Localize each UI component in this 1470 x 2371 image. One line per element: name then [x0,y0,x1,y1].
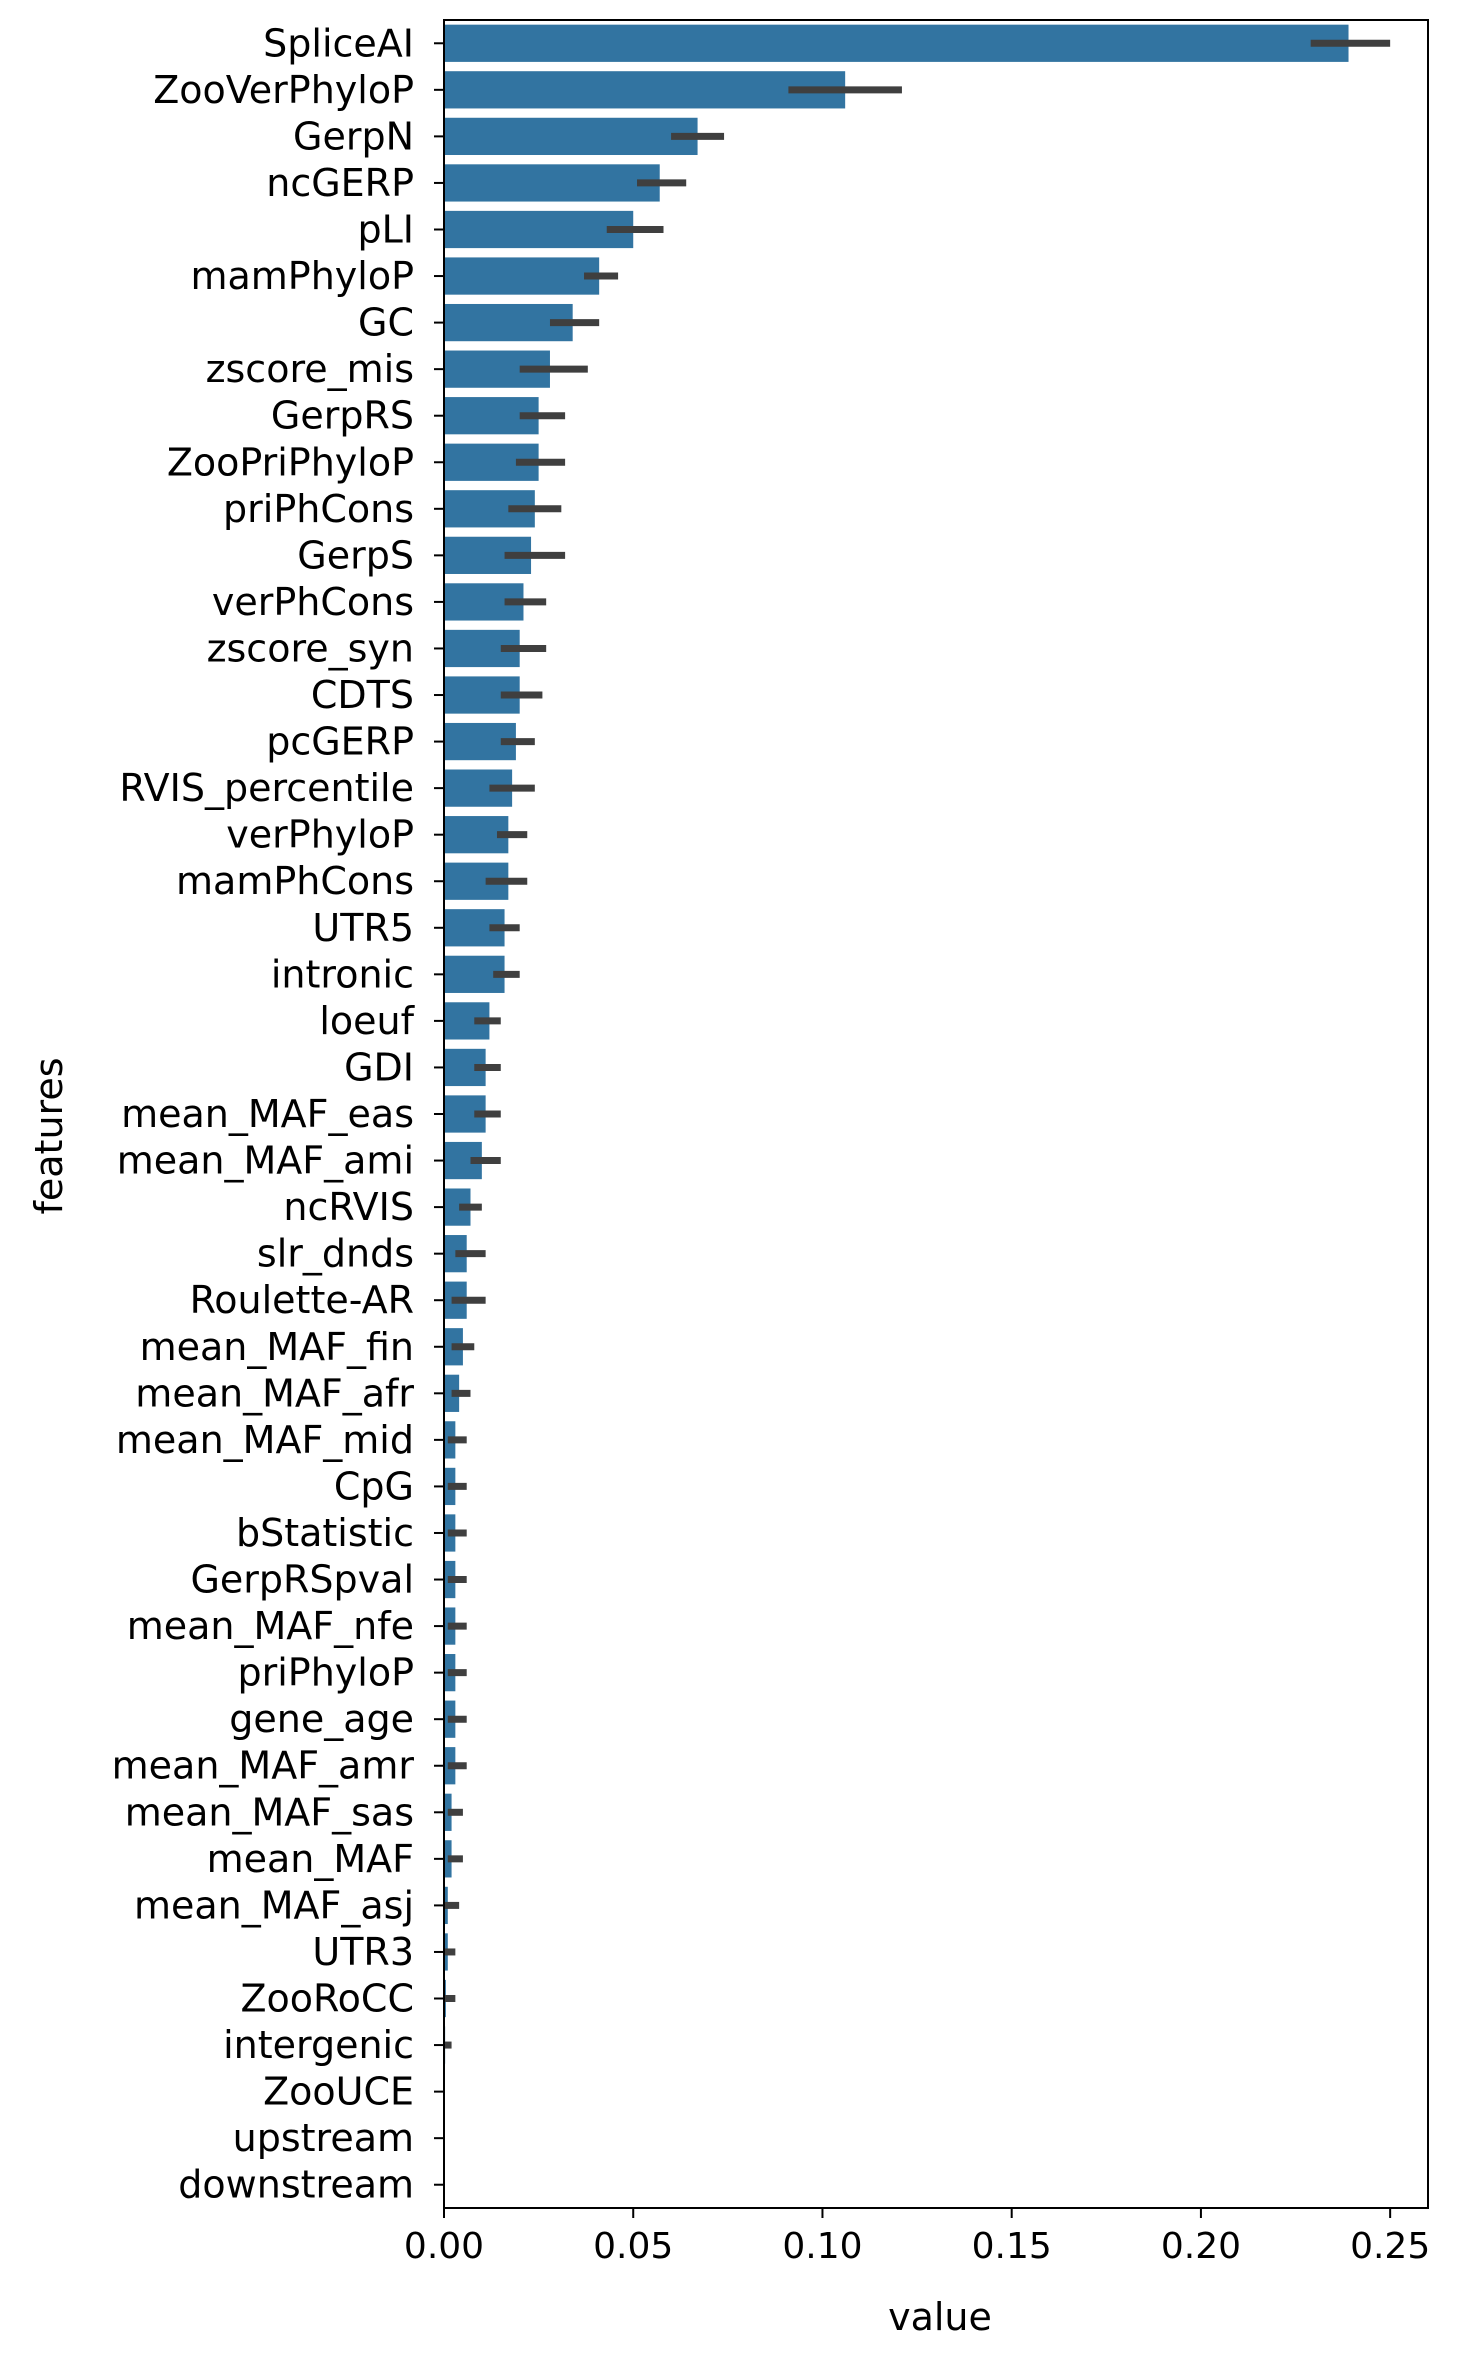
y-tick-label-mamPhyloP: mamPhyloP [190,254,414,298]
y-tick-label-GDI: GDI [344,1045,414,1089]
y-tick-label-GerpS: GerpS [297,533,414,577]
bar-ZooVerPhyloP [444,71,846,109]
y-tick-label-ZooUCE: ZooUCE [263,2070,414,2114]
y-tick-label-mean_MAF_nfe: mean_MAF_nfe [127,1604,414,1648]
y-tick-label-gene_age: gene_age [229,1697,414,1741]
y-tick-label-downstream: downstream [178,2163,414,2207]
bar-mean_MAF_afr [444,1374,460,1412]
y-tick-label-GerpRSpval: GerpRSpval [190,1558,414,1602]
y-tick-label-mean_MAF_sas: mean_MAF_sas [125,1790,414,1834]
y-tick-label-verPhCons: verPhCons [212,580,414,624]
x-tick-label-4: 0.20 [1161,2226,1241,2267]
y-tick-label-mean_MAF_fin: mean_MAF_fin [140,1325,414,1369]
bar-pLI [444,210,634,249]
y-tick-label-GerpN: GerpN [293,114,414,158]
y-tick-label-mamPhCons: mamPhCons [176,859,414,903]
y-tick-label-ncRVIS: ncRVIS [283,1185,414,1229]
y-tick-label-bStatistic: bStatistic [236,1511,414,1555]
y-tick-label-pLI: pLI [358,207,415,251]
y-tick-label-RVIS_percentile: RVIS_percentile [119,766,414,810]
y-tick-label-verPhyloP: verPhyloP [226,813,414,857]
axes-layer [434,19,1429,2218]
y-tick-label-zscore_mis: zscore_mis [206,347,414,391]
y-tick-label-ZooVerPhyloP: ZooVerPhyloP [153,68,414,112]
bar-mamPhyloP [444,257,600,295]
bar-ncGERP [444,164,660,202]
x-tick-label-2: 0.10 [782,2226,862,2267]
x-axis-title: value [888,2295,992,2339]
y-tick-label-upstream: upstream [233,2116,414,2160]
y-tick-label-mean_MAF_mid: mean_MAF_mid [116,1418,414,1462]
bar-SpliceAI [444,24,1349,62]
y-tick-label-SpliceAI: SpliceAI [263,21,414,65]
y-tick-label-intergenic: intergenic [223,2023,414,2067]
y-tick-label-priPhyloP: priPhyloP [237,1651,414,1695]
x-tick-label-5: 0.25 [1350,2226,1430,2267]
x-tick-label-1: 0.05 [593,2226,673,2267]
y-tick-label-mean_MAF_amr: mean_MAF_amr [112,1744,415,1788]
y-tick-label-ZooPriPhyloP: ZooPriPhyloP [167,440,414,484]
y-tick-label-CpG: CpG [334,1464,414,1508]
y-tick-label-CDTS: CDTS [311,673,414,717]
y-tick-label-UTR5: UTR5 [312,906,414,950]
y-tick-label-slr_dnds: slr_dnds [257,1232,414,1276]
x-tick-label-3: 0.15 [972,2226,1052,2267]
y-tick-label-loeuf: loeuf [319,999,415,1043]
y-tick-label-intronic: intronic [271,952,414,996]
y-tick-label-mean_MAF_asj: mean_MAF_asj [134,1883,414,1927]
y-tick-label-mean_MAF_eas: mean_MAF_eas [121,1092,414,1136]
bars-layer [444,24,1349,2064]
y-tick-label-mean_MAF: mean_MAF [207,1837,414,1881]
y-tick-label-priPhCons: priPhCons [223,487,414,531]
y-tick-label-GC: GC [358,301,414,345]
y-tick-label-UTR3: UTR3 [312,1930,414,1974]
y-tick-label-ncGERP: ncGERP [266,161,414,205]
y-tick-label-GerpRS: GerpRS [271,394,414,438]
errorbars-layer [444,39,1391,2049]
y-tick-label-pcGERP: pcGERP [266,720,414,764]
y-axis-title: features [27,1058,71,1215]
x-tick-label-0: 0.00 [404,2226,484,2267]
y-tick-label-zscore_syn: zscore_syn [207,626,414,670]
labels-layer: SpliceAIZooVerPhyloPGerpNncGERPpLImamPhy… [112,21,1431,2267]
y-tick-label-ZooRoCC: ZooRoCC [240,1977,414,2021]
y-tick-label-Roulette-AR: Roulette-AR [190,1278,414,1322]
bar-GerpN [444,117,698,156]
plot-frame [443,19,1429,2209]
y-tick-label-mean_MAF_ami: mean_MAF_ami [117,1139,414,1183]
y-tick-label-mean_MAF_afr: mean_MAF_afr [135,1371,414,1415]
